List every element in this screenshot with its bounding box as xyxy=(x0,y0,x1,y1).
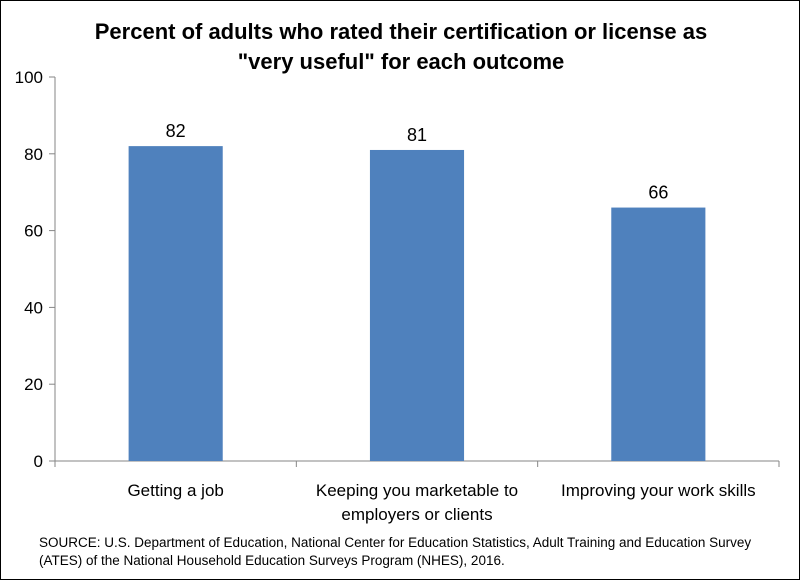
bars xyxy=(128,146,706,461)
chart-title-line-2: "very useful" for each outcome xyxy=(238,49,565,74)
bar xyxy=(611,207,706,461)
chart-title: Percent of adults who rated their certif… xyxy=(95,19,708,74)
source-note: SOURCE: U.S. Department of Education, Na… xyxy=(39,535,752,568)
category-labels: Getting a job Keeping you marketable to em… xyxy=(127,481,755,524)
data-label: 82 xyxy=(166,121,186,141)
y-tick-label: 60 xyxy=(24,222,43,241)
x-category-label: employers or clients xyxy=(341,505,492,524)
data-label: 66 xyxy=(648,183,668,203)
x-category-label: Keeping you marketable to xyxy=(316,481,518,500)
chart-title-line-1: Percent of adults who rated their certif… xyxy=(95,19,708,44)
y-tick-label: 100 xyxy=(15,68,43,87)
y-tick-label: 40 xyxy=(24,298,43,317)
x-category-label: Getting a job xyxy=(127,481,223,500)
bar xyxy=(128,146,223,461)
y-tick-label: 20 xyxy=(24,375,43,394)
bar-chart: Percent of adults who rated their certif… xyxy=(15,19,780,524)
x-category-label: Improving your work skills xyxy=(561,481,756,500)
data-labels: 82 81 66 xyxy=(166,121,669,202)
y-axis: 0 20 40 60 80 100 xyxy=(15,68,56,471)
x-axis xyxy=(54,460,780,467)
y-tick-label: 0 xyxy=(34,452,43,471)
y-tick-label: 80 xyxy=(24,145,43,164)
data-label: 81 xyxy=(407,125,427,145)
bar xyxy=(369,149,465,461)
